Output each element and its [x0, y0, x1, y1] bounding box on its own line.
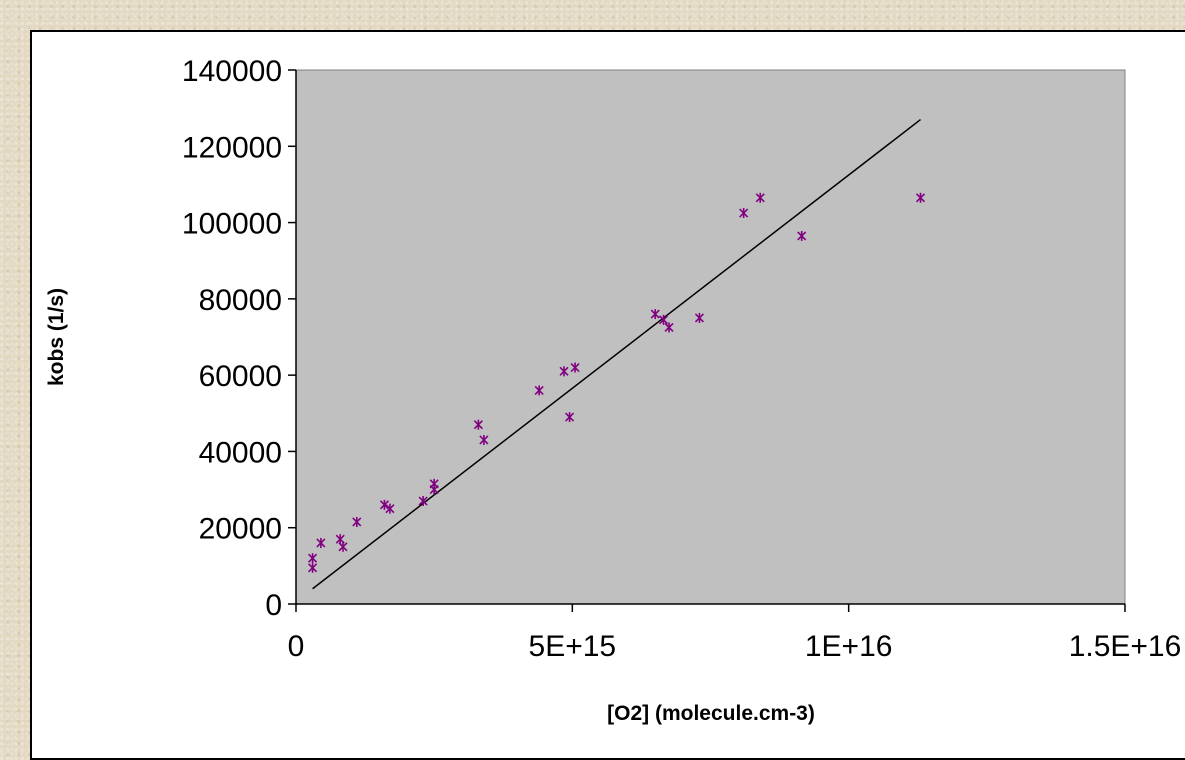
x-tick-label: 5E+15 [529, 630, 617, 663]
data-point [316, 537, 326, 548]
data-point [559, 366, 569, 377]
data-point [694, 312, 705, 323]
data-point [755, 192, 765, 203]
x-axis-title: [O2] (molecule.cm-3) [607, 702, 815, 725]
data-point [308, 553, 318, 564]
trendline-layer [312, 118, 921, 590]
trendline [312, 118, 921, 590]
data-point [915, 192, 926, 203]
x-tick-label: 1E+16 [805, 630, 893, 663]
chart-frame: 0 20000 40000 60000 80000 100000 120000 140000 … [30, 30, 1185, 760]
y-axis: 0 20000 40000 60000 80000 100000 120000 140000 [182, 55, 297, 622]
data-point [379, 499, 389, 510]
data-point [658, 314, 669, 325]
y-tick-label: 120000 [182, 131, 282, 164]
data-point [650, 309, 660, 320]
x-tick-label: 0 [288, 630, 305, 663]
x-tick-label: 1.5E+16 [1069, 630, 1182, 663]
data-point [534, 385, 544, 396]
plot-area [295, 69, 1126, 605]
y-tick-label: 80000 [199, 284, 282, 317]
data-point [429, 478, 439, 489]
y-tick-label: 40000 [199, 436, 282, 469]
data-point [565, 412, 575, 423]
y-tick-label: 100000 [182, 208, 282, 241]
data-point [797, 230, 807, 241]
y-tick-label: 60000 [199, 360, 282, 393]
data-points-layer [308, 192, 926, 573]
data-point [473, 419, 483, 430]
data-point [418, 496, 428, 507]
scatter-chart: 020000400006000080000100000120000140000 … [45, 55, 1182, 725]
data-point [739, 208, 749, 219]
data-point [570, 362, 580, 373]
x-axis: 0 5E+15 1E+16 1.5E+16 [288, 603, 1182, 663]
y-axis-title: kobs (1/s) [45, 288, 68, 386]
data-point [479, 434, 489, 445]
y-tick-label: 20000 [199, 513, 282, 546]
y-tick-label: 140000 [182, 55, 282, 88]
data-point [308, 562, 318, 573]
data-point [385, 503, 395, 514]
data-point [352, 516, 362, 527]
data-point [664, 322, 674, 333]
y-tick-label: 0 [265, 589, 282, 622]
data-point [338, 541, 348, 552]
